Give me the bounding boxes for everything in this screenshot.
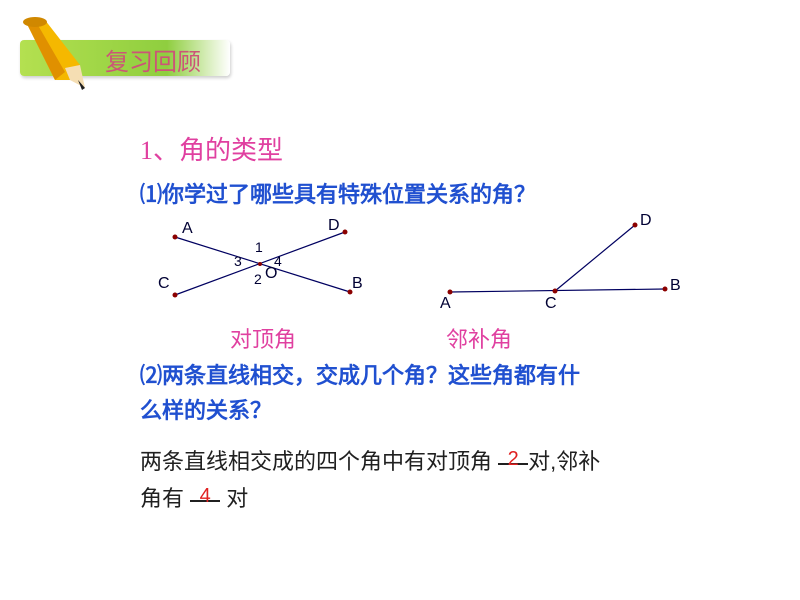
blank-1: 2 bbox=[498, 443, 528, 465]
review-banner: 复习回顾 bbox=[0, 30, 250, 80]
caption-vertical: 对顶角 bbox=[230, 322, 296, 354]
label-C1: C bbox=[158, 275, 170, 293]
label-B1: B bbox=[352, 275, 363, 293]
blank-2-value: 4 bbox=[200, 485, 211, 507]
answer-part-b: 角有 bbox=[140, 486, 184, 511]
angle-4: 4 bbox=[274, 253, 282, 269]
diagram-captions: 对顶角 邻补角 bbox=[140, 322, 700, 354]
label-A1: A bbox=[182, 220, 193, 238]
answer-part-a: 两条直线相交成的四个角中有对顶角 bbox=[140, 449, 492, 474]
answer-end: 对 bbox=[226, 486, 248, 511]
angle-2: 2 bbox=[254, 271, 262, 287]
pencil-icon bbox=[10, 10, 100, 100]
banner-title: 复习回顾 bbox=[105, 42, 201, 77]
label-D1: D bbox=[328, 217, 340, 235]
blank-1-value: 2 bbox=[508, 448, 519, 470]
answer-mid: 对,邻补 bbox=[528, 449, 600, 474]
blank-2: 4 bbox=[190, 480, 220, 502]
angle-3: 3 bbox=[234, 253, 242, 269]
diagram-supplementary-angles bbox=[440, 217, 690, 317]
label-D2: D bbox=[640, 212, 652, 230]
label-A2: A bbox=[440, 295, 451, 313]
diagram-row: A D C B O 1 3 4 2 A C B D bbox=[140, 217, 700, 317]
question-2-line1: ⑵两条直线相交，交成几个角？这些角都有什 bbox=[140, 358, 700, 393]
question-1: ⑴你学过了哪些具有特殊位置关系的角？ bbox=[140, 177, 700, 212]
angle-1: 1 bbox=[255, 239, 263, 255]
label-B2: B bbox=[670, 277, 681, 295]
caption-supplementary: 邻补角 bbox=[446, 322, 512, 354]
content-area: 1、角的类型 ⑴你学过了哪些具有特殊位置关系的角？ A D C B O 1 3 … bbox=[140, 130, 700, 517]
label-C2: C bbox=[545, 295, 557, 313]
question-2-line2: 么样的关系？ bbox=[140, 393, 700, 428]
section-title: 1、角的类型 bbox=[140, 130, 700, 167]
answer-block: 两条直线相交成的四个角中有对顶角 2对,邻补 角有 4 对 bbox=[140, 443, 700, 518]
